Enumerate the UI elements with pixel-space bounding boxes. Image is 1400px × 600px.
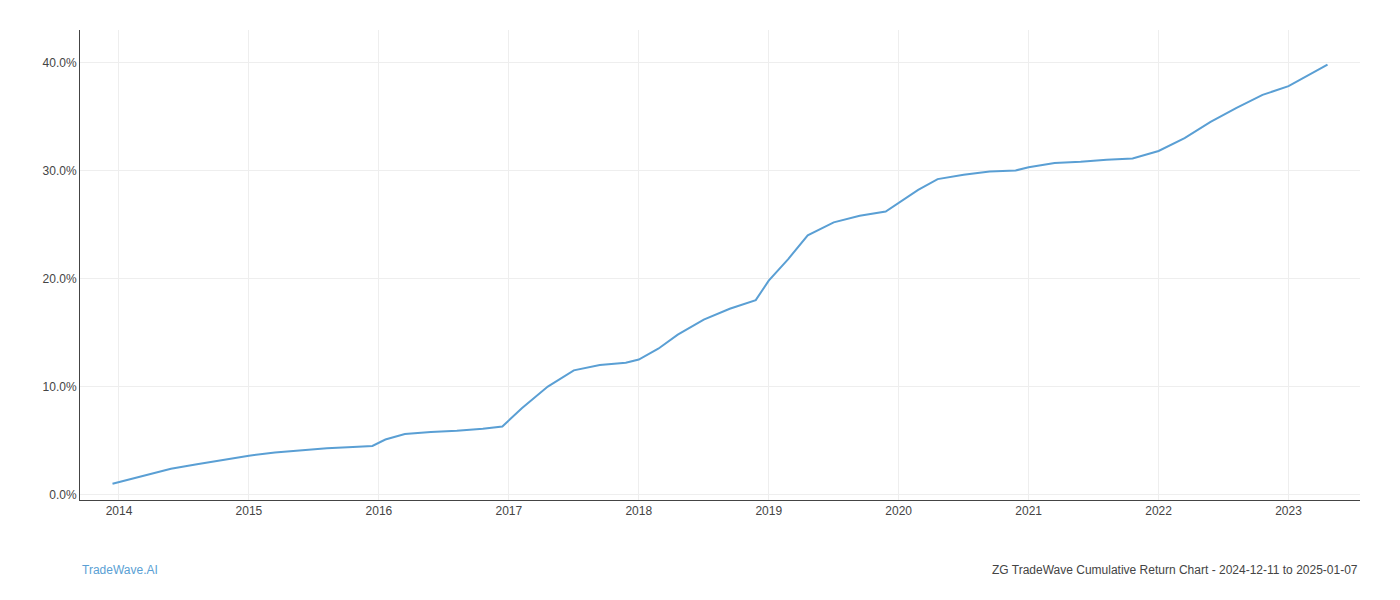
svg-text:40.0%: 40.0% <box>43 56 77 70</box>
svg-text:TradeWave.AI: TradeWave.AI <box>82 563 158 577</box>
svg-text:2018: 2018 <box>625 504 652 518</box>
svg-text:2023: 2023 <box>1275 504 1302 518</box>
svg-text:2016: 2016 <box>366 504 393 518</box>
svg-text:2022: 2022 <box>1145 504 1172 518</box>
svg-text:30.0%: 30.0% <box>43 164 77 178</box>
svg-text:2021: 2021 <box>1015 504 1042 518</box>
svg-text:2019: 2019 <box>755 504 782 518</box>
svg-text:2015: 2015 <box>236 504 263 518</box>
svg-text:ZG TradeWave Cumulative Return: ZG TradeWave Cumulative Return Chart - 2… <box>992 563 1358 577</box>
svg-text:2017: 2017 <box>495 504 522 518</box>
svg-text:20.0%: 20.0% <box>43 272 77 286</box>
svg-text:0.0%: 0.0% <box>49 488 77 502</box>
svg-text:2020: 2020 <box>885 504 912 518</box>
svg-text:2014: 2014 <box>106 504 133 518</box>
svg-text:10.0%: 10.0% <box>43 380 77 394</box>
